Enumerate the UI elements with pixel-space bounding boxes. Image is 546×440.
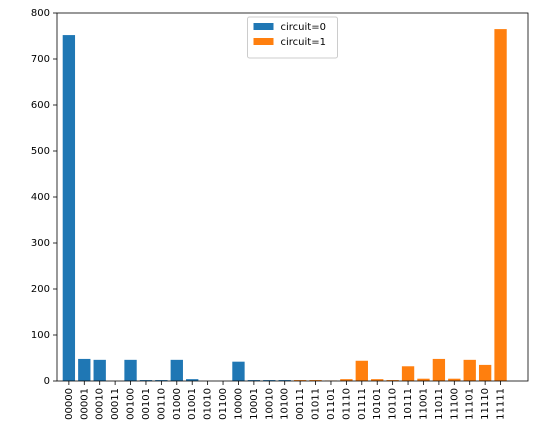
x-tick-label: 10111 [403, 388, 414, 420]
x-tick-label: 00001 [79, 388, 90, 420]
y-tick-label: 0 [44, 376, 50, 387]
x-tick-label: 11111 [496, 388, 507, 420]
y-tick-label: 200 [31, 284, 50, 295]
x-tick-label: 11101 [465, 388, 476, 420]
legend: circuit=0 circuit=1 [248, 17, 338, 58]
bar [494, 29, 506, 381]
y-tick-label: 300 [31, 238, 50, 249]
y-tick-label: 600 [31, 100, 50, 111]
legend-label: circuit=1 [281, 37, 326, 48]
x-tick-label: 01110 [341, 388, 352, 420]
x-tick-label: 01001 [187, 388, 198, 420]
bar [433, 359, 445, 381]
bar [232, 362, 244, 381]
y-tick-label: 500 [31, 146, 50, 157]
x-tick-label: 10000 [233, 388, 244, 420]
x-tick-label: 01111 [357, 388, 368, 420]
legend-swatch [254, 38, 274, 45]
bar [479, 365, 491, 381]
plot-area [57, 13, 528, 381]
x-tick-label: 00100 [126, 388, 137, 420]
bar [63, 35, 75, 381]
bar [124, 360, 136, 381]
bar [402, 366, 414, 381]
x-tick-label: 00111 [295, 388, 306, 420]
y-tick-label: 100 [31, 330, 50, 341]
y-tick-label: 700 [31, 54, 50, 65]
x-tick-label: 10100 [280, 388, 291, 420]
y-tick-label: 800 [31, 8, 50, 19]
x-tick-label: 10001 [249, 388, 260, 420]
y-tick-label: 400 [31, 192, 50, 203]
legend-swatch [254, 23, 274, 30]
x-tick-label: 01010 [203, 388, 214, 420]
x-tick-label: 00010 [95, 388, 106, 420]
bar [171, 360, 183, 381]
x-tick-label: 11100 [449, 388, 460, 420]
x-tick-label: 00110 [156, 388, 167, 420]
x-tick-label: 00000 [64, 388, 75, 420]
bar [94, 360, 106, 381]
bar [78, 359, 90, 381]
x-tick-label: 10010 [264, 388, 275, 420]
bar [464, 360, 476, 381]
x-tick-label: 11110 [480, 388, 491, 420]
x-tick-label: 11001 [418, 388, 429, 420]
x-tick-label: 01000 [172, 388, 183, 420]
x-tick-label: 01101 [326, 388, 337, 420]
x-tick-label: 10101 [372, 388, 383, 420]
x-tick-label: 00101 [141, 388, 152, 420]
x-tick-label: 01011 [311, 388, 322, 420]
x-tick-label: 10110 [388, 388, 399, 420]
x-tick-label: 00011 [110, 388, 121, 420]
x-tick-label: 01100 [218, 388, 229, 420]
bar [356, 361, 368, 381]
x-tick-label: 11011 [434, 388, 445, 420]
legend-label: circuit=0 [281, 22, 326, 33]
